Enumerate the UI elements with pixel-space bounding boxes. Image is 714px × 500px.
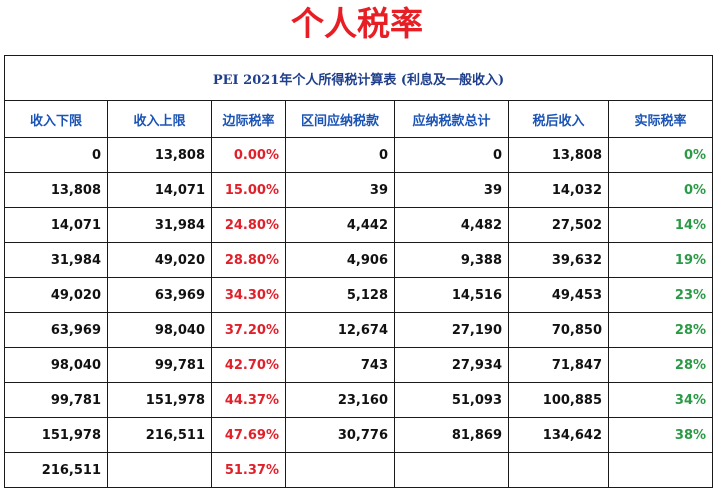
- income-upper-cell: 216,511: [107, 417, 212, 453]
- income-upper-cell: 151,978: [107, 382, 212, 418]
- income-upper-cell: 63,969: [107, 277, 212, 313]
- table-row: 0 13,808 0.00% 0 0 13,808 0%: [4, 137, 714, 173]
- income-upper-cell: 49,020: [107, 242, 212, 278]
- marginal-rate-cell: 0.00%: [211, 137, 286, 173]
- after-tax-income-cell: 134,642: [508, 417, 609, 453]
- total-tax-cell: 27,190: [394, 312, 509, 348]
- total-tax-cell: 39: [394, 172, 509, 208]
- income-lower-cell: 13,808: [4, 172, 108, 208]
- tax-table: PEI 2021年个人所得税计算表 (利息及一般收入) 收入下限 收入上限 边际…: [3, 55, 714, 488]
- table-caption-row: PEI 2021年个人所得税计算表 (利息及一般收入): [3, 55, 714, 101]
- total-tax-cell: 14,516: [394, 277, 509, 313]
- table-header-row: 收入下限 收入上限 边际税率 区间应纳税款 应纳税款总计 税后收入 实际税率: [4, 100, 714, 138]
- income-lower-cell: 0: [4, 137, 108, 173]
- income-lower-cell: 216,511: [4, 452, 108, 488]
- bracket-tax-cell: 0: [285, 137, 395, 173]
- after-tax-income-cell: 71,847: [508, 347, 609, 383]
- total-tax-cell: 81,869: [394, 417, 509, 453]
- after-tax-income-cell: 14,032: [508, 172, 609, 208]
- marginal-rate-cell: 51.37%: [211, 452, 286, 488]
- marginal-rate-cell: 44.37%: [211, 382, 286, 418]
- income-upper-cell: [107, 452, 212, 488]
- header-income-upper: 收入上限: [107, 100, 212, 138]
- income-upper-cell: 31,984: [107, 207, 212, 243]
- effective-rate-cell: 14%: [607, 207, 714, 243]
- income-lower-cell: 14,071: [4, 207, 108, 243]
- table-row: 63,969 98,040 37.20% 12,674 27,190 70,850 28%: [4, 312, 714, 348]
- header-income-lower: 收入下限: [4, 100, 108, 138]
- effective-rate-cell: 0%: [607, 137, 714, 173]
- table-row: 14,071 31,984 24.80% 4,442 4,482 27,502 14%: [4, 207, 714, 243]
- after-tax-income-cell: 49,453: [508, 277, 609, 313]
- header-after-tax-income: 税后收入: [508, 100, 609, 138]
- after-tax-income-cell: 100,885: [508, 382, 609, 418]
- header-effective-rate: 实际税率: [607, 100, 714, 138]
- effective-rate-cell: 38%: [607, 417, 714, 453]
- marginal-rate-cell: 15.00%: [211, 172, 286, 208]
- effective-rate-cell: 0%: [607, 172, 714, 208]
- bracket-tax-cell: 23,160: [285, 382, 395, 418]
- marginal-rate-cell: 42.70%: [211, 347, 286, 383]
- income-lower-cell: 151,978: [4, 417, 108, 453]
- page-title: 个人税率: [291, 4, 423, 43]
- table-row: 99,781 151,978 44.37% 23,160 51,093 100,885 34…: [4, 382, 714, 418]
- effective-rate-cell: 34%: [607, 382, 714, 418]
- total-tax-cell: [394, 452, 509, 488]
- income-lower-cell: 49,020: [4, 277, 108, 313]
- header-total-tax: 应纳税款总计: [394, 100, 509, 138]
- table-row: 13,808 14,071 15.00% 39 39 14,032 0%: [4, 172, 714, 208]
- table-row: 98,040 99,781 42.70% 743 27,934 71,847 28%: [4, 347, 714, 383]
- marginal-rate-cell: 34.30%: [211, 277, 286, 313]
- header-marginal-rate: 边际税率: [211, 100, 286, 138]
- after-tax-income-cell: [508, 452, 609, 488]
- income-lower-cell: 99,781: [4, 382, 108, 418]
- effective-rate-cell: 28%: [607, 312, 714, 348]
- marginal-rate-cell: 47.69%: [211, 417, 286, 453]
- marginal-rate-cell: 28.80%: [211, 242, 286, 278]
- total-tax-cell: 4,482: [394, 207, 509, 243]
- income-lower-cell: 98,040: [4, 347, 108, 383]
- table-row: 151,978 216,511 47.69% 30,776 81,869 134,642 3…: [4, 417, 714, 453]
- total-tax-cell: 9,388: [394, 242, 509, 278]
- income-upper-cell: 13,808: [107, 137, 212, 173]
- table-row: 216,511 51.37%: [4, 452, 714, 488]
- income-upper-cell: 14,071: [107, 172, 212, 208]
- bracket-tax-cell: [285, 452, 395, 488]
- total-tax-cell: 27,934: [394, 347, 509, 383]
- total-tax-cell: 51,093: [394, 382, 509, 418]
- bracket-tax-cell: 4,906: [285, 242, 395, 278]
- after-tax-income-cell: 39,632: [508, 242, 609, 278]
- bracket-tax-cell: 743: [285, 347, 395, 383]
- table-row: 49,020 63,969 34.30% 5,128 14,516 49,453 23%: [4, 277, 714, 313]
- income-lower-cell: 63,969: [4, 312, 108, 348]
- after-tax-income-cell: 27,502: [508, 207, 609, 243]
- effective-rate-cell: 19%: [607, 242, 714, 278]
- effective-rate-cell: 28%: [607, 347, 714, 383]
- income-upper-cell: 98,040: [107, 312, 212, 348]
- effective-rate-cell: 23%: [607, 277, 714, 313]
- table-row: 31,984 49,020 28.80% 4,906 9,388 39,632 19%: [4, 242, 714, 278]
- bracket-tax-cell: 5,128: [285, 277, 395, 313]
- marginal-rate-cell: 24.80%: [211, 207, 286, 243]
- income-lower-cell: 31,984: [4, 242, 108, 278]
- income-upper-cell: 99,781: [107, 347, 212, 383]
- marginal-rate-cell: 37.20%: [211, 312, 286, 348]
- bracket-tax-cell: 30,776: [285, 417, 395, 453]
- effective-rate-cell: [607, 452, 714, 488]
- bracket-tax-cell: 4,442: [285, 207, 395, 243]
- after-tax-income-cell: 70,850: [508, 312, 609, 348]
- after-tax-income-cell: 13,808: [508, 137, 609, 173]
- bracket-tax-cell: 12,674: [285, 312, 395, 348]
- table-caption: PEI 2021年个人所得税计算表 (利息及一般收入): [3, 55, 714, 101]
- header-bracket-tax: 区间应纳税款: [285, 100, 395, 138]
- total-tax-cell: 0: [394, 137, 509, 173]
- bracket-tax-cell: 39: [285, 172, 395, 208]
